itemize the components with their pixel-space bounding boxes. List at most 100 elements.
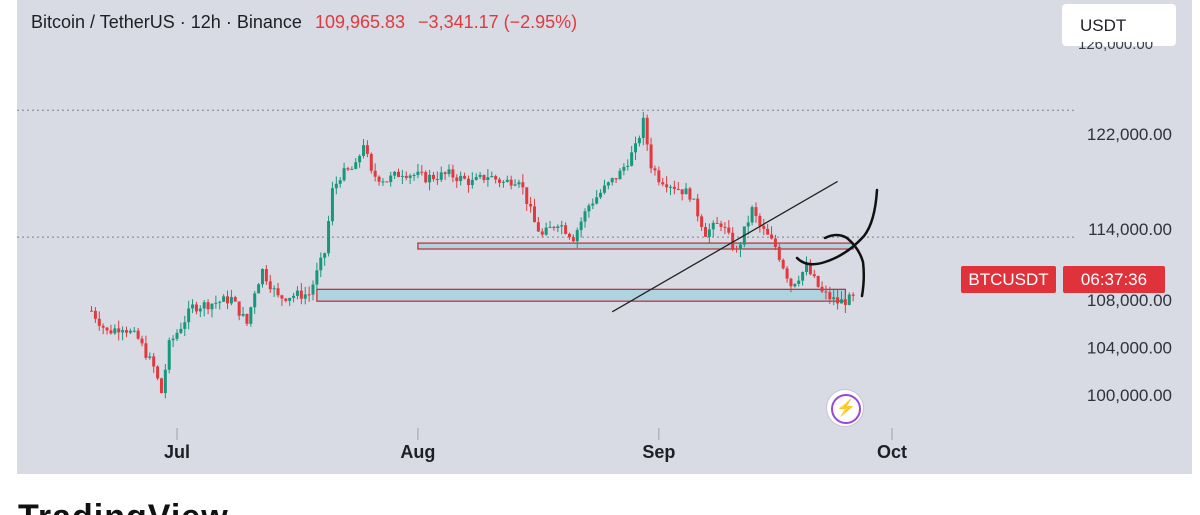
candle-body — [253, 293, 257, 308]
candle — [303, 286, 307, 305]
candle — [435, 171, 439, 185]
candle-body — [311, 284, 315, 295]
candle — [109, 324, 113, 335]
candle-body — [602, 185, 606, 193]
candle-body — [692, 198, 696, 200]
candle-body — [136, 330, 140, 339]
candle — [175, 329, 179, 341]
candle-body — [536, 222, 540, 232]
candle — [801, 271, 805, 286]
candle-body — [466, 178, 470, 186]
candle — [587, 203, 591, 218]
candle — [128, 328, 132, 335]
candle — [447, 164, 451, 177]
lightning-button[interactable]: ⚡ — [826, 389, 864, 427]
candle — [571, 234, 575, 243]
candle-body — [292, 295, 296, 298]
price-chart[interactable]: 100,000.00 104,000.00 108,000.00 114,000.00… — [17, 0, 1192, 474]
candles — [90, 112, 855, 399]
candle-body — [501, 181, 505, 183]
candle-body — [688, 188, 692, 200]
candle-body — [828, 292, 832, 300]
candle — [754, 202, 758, 223]
candle — [723, 222, 727, 234]
candle-body — [276, 288, 280, 296]
candle — [241, 306, 245, 317]
candle — [97, 311, 101, 331]
candle — [451, 164, 455, 183]
time-tick-label: Aug — [400, 442, 435, 462]
candle-body — [187, 308, 191, 323]
candle — [641, 112, 645, 146]
candle — [373, 163, 377, 182]
candle-body — [280, 295, 284, 299]
candle-body — [490, 176, 494, 178]
candle-body — [431, 174, 435, 180]
candle — [498, 177, 502, 188]
candle-body — [117, 328, 121, 333]
candle — [206, 299, 210, 315]
candle-body — [408, 175, 412, 178]
candle — [490, 171, 494, 178]
candle — [657, 166, 661, 186]
candle-body — [167, 340, 171, 370]
candle-body — [303, 294, 307, 299]
currency-button[interactable]: USDT — [1062, 4, 1176, 46]
candle-body — [307, 294, 311, 296]
candle — [766, 223, 770, 235]
candle-body — [847, 294, 851, 305]
candle-body — [544, 227, 548, 235]
candle — [789, 277, 793, 292]
candle-body — [669, 186, 673, 188]
candle — [408, 173, 412, 185]
candle — [311, 280, 315, 301]
symbol-badge: BTCUSDT — [961, 266, 1056, 293]
candle-body — [226, 296, 230, 304]
candle-body — [97, 318, 101, 326]
candle — [552, 225, 556, 231]
candle-body — [373, 170, 377, 177]
candle — [478, 172, 482, 180]
candle — [377, 175, 381, 186]
candle-body — [463, 175, 467, 179]
candle — [171, 335, 175, 348]
candle-body — [731, 232, 735, 249]
candle-body — [470, 179, 474, 186]
candle — [346, 166, 350, 172]
candle-body — [820, 286, 824, 292]
candle — [808, 259, 812, 276]
candle — [319, 252, 323, 278]
candle-body — [715, 222, 719, 224]
price-axis[interactable]: 100,000.00 104,000.00 108,000.00 114,000.00… — [1087, 125, 1172, 405]
candle-body — [229, 297, 233, 304]
candle — [715, 217, 719, 224]
interval-label[interactable]: 12h — [190, 12, 221, 32]
candle-body — [435, 179, 439, 181]
candle — [428, 170, 432, 191]
candle-body — [599, 192, 603, 198]
drawings[interactable] — [611, 180, 879, 313]
marker-stroke — [795, 188, 879, 266]
candle-body — [288, 297, 292, 301]
candle-body — [330, 188, 334, 222]
candle — [692, 198, 696, 200]
candle-body — [836, 297, 840, 304]
candle — [156, 365, 160, 381]
candle — [288, 297, 292, 306]
candle-body — [93, 310, 97, 319]
candle-body — [159, 378, 163, 394]
pair-name[interactable]: Bitcoin / TetherUS — [31, 12, 175, 32]
candle — [777, 243, 781, 262]
candle — [90, 306, 94, 312]
candle-body — [793, 283, 797, 287]
candle-body — [163, 369, 167, 394]
candle-body — [564, 225, 568, 234]
time-axis[interactable]: Jul Aug Sep Oct — [164, 428, 907, 462]
candle — [226, 290, 230, 310]
candle-body — [595, 197, 599, 204]
candle — [540, 228, 544, 238]
candle-body — [327, 221, 331, 254]
support-zones[interactable] — [316, 242, 854, 302]
chart-area[interactable]: 100,000.00 104,000.00 108,000.00 114,000.00… — [17, 0, 1192, 474]
candle-body — [459, 175, 463, 182]
